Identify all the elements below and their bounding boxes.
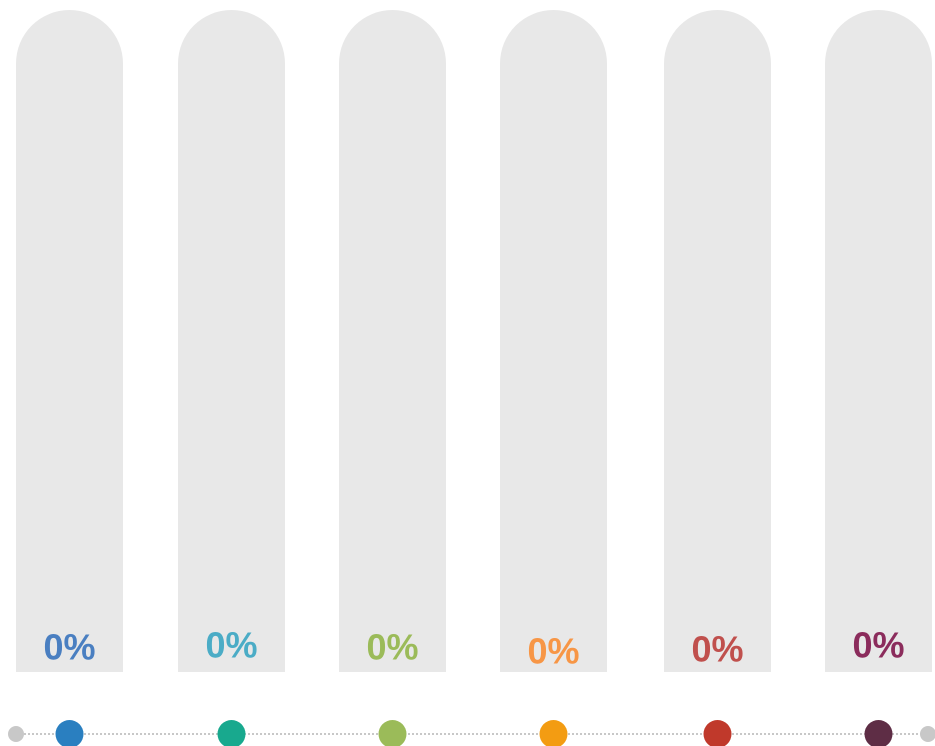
value-label: 0% xyxy=(205,625,257,666)
timeline-end xyxy=(920,726,935,742)
timeline-dot xyxy=(378,720,407,746)
bar-track xyxy=(825,9,932,672)
timeline-dot xyxy=(864,720,893,746)
bar-track xyxy=(500,9,607,672)
value-label: 0% xyxy=(366,627,418,668)
value-label: 0% xyxy=(852,625,904,666)
timeline-dot xyxy=(703,720,732,746)
bar-track xyxy=(664,9,771,672)
timeline-dot xyxy=(539,720,568,746)
timeline-dot xyxy=(55,720,84,746)
value-label: 0% xyxy=(691,629,743,670)
timeline-dot xyxy=(217,720,246,746)
bar-track xyxy=(339,9,446,672)
timeline-end xyxy=(8,726,24,742)
value-label: 0% xyxy=(43,627,95,668)
bar-track xyxy=(16,9,123,672)
bar-track xyxy=(178,9,285,672)
value-label: 0% xyxy=(527,631,579,672)
